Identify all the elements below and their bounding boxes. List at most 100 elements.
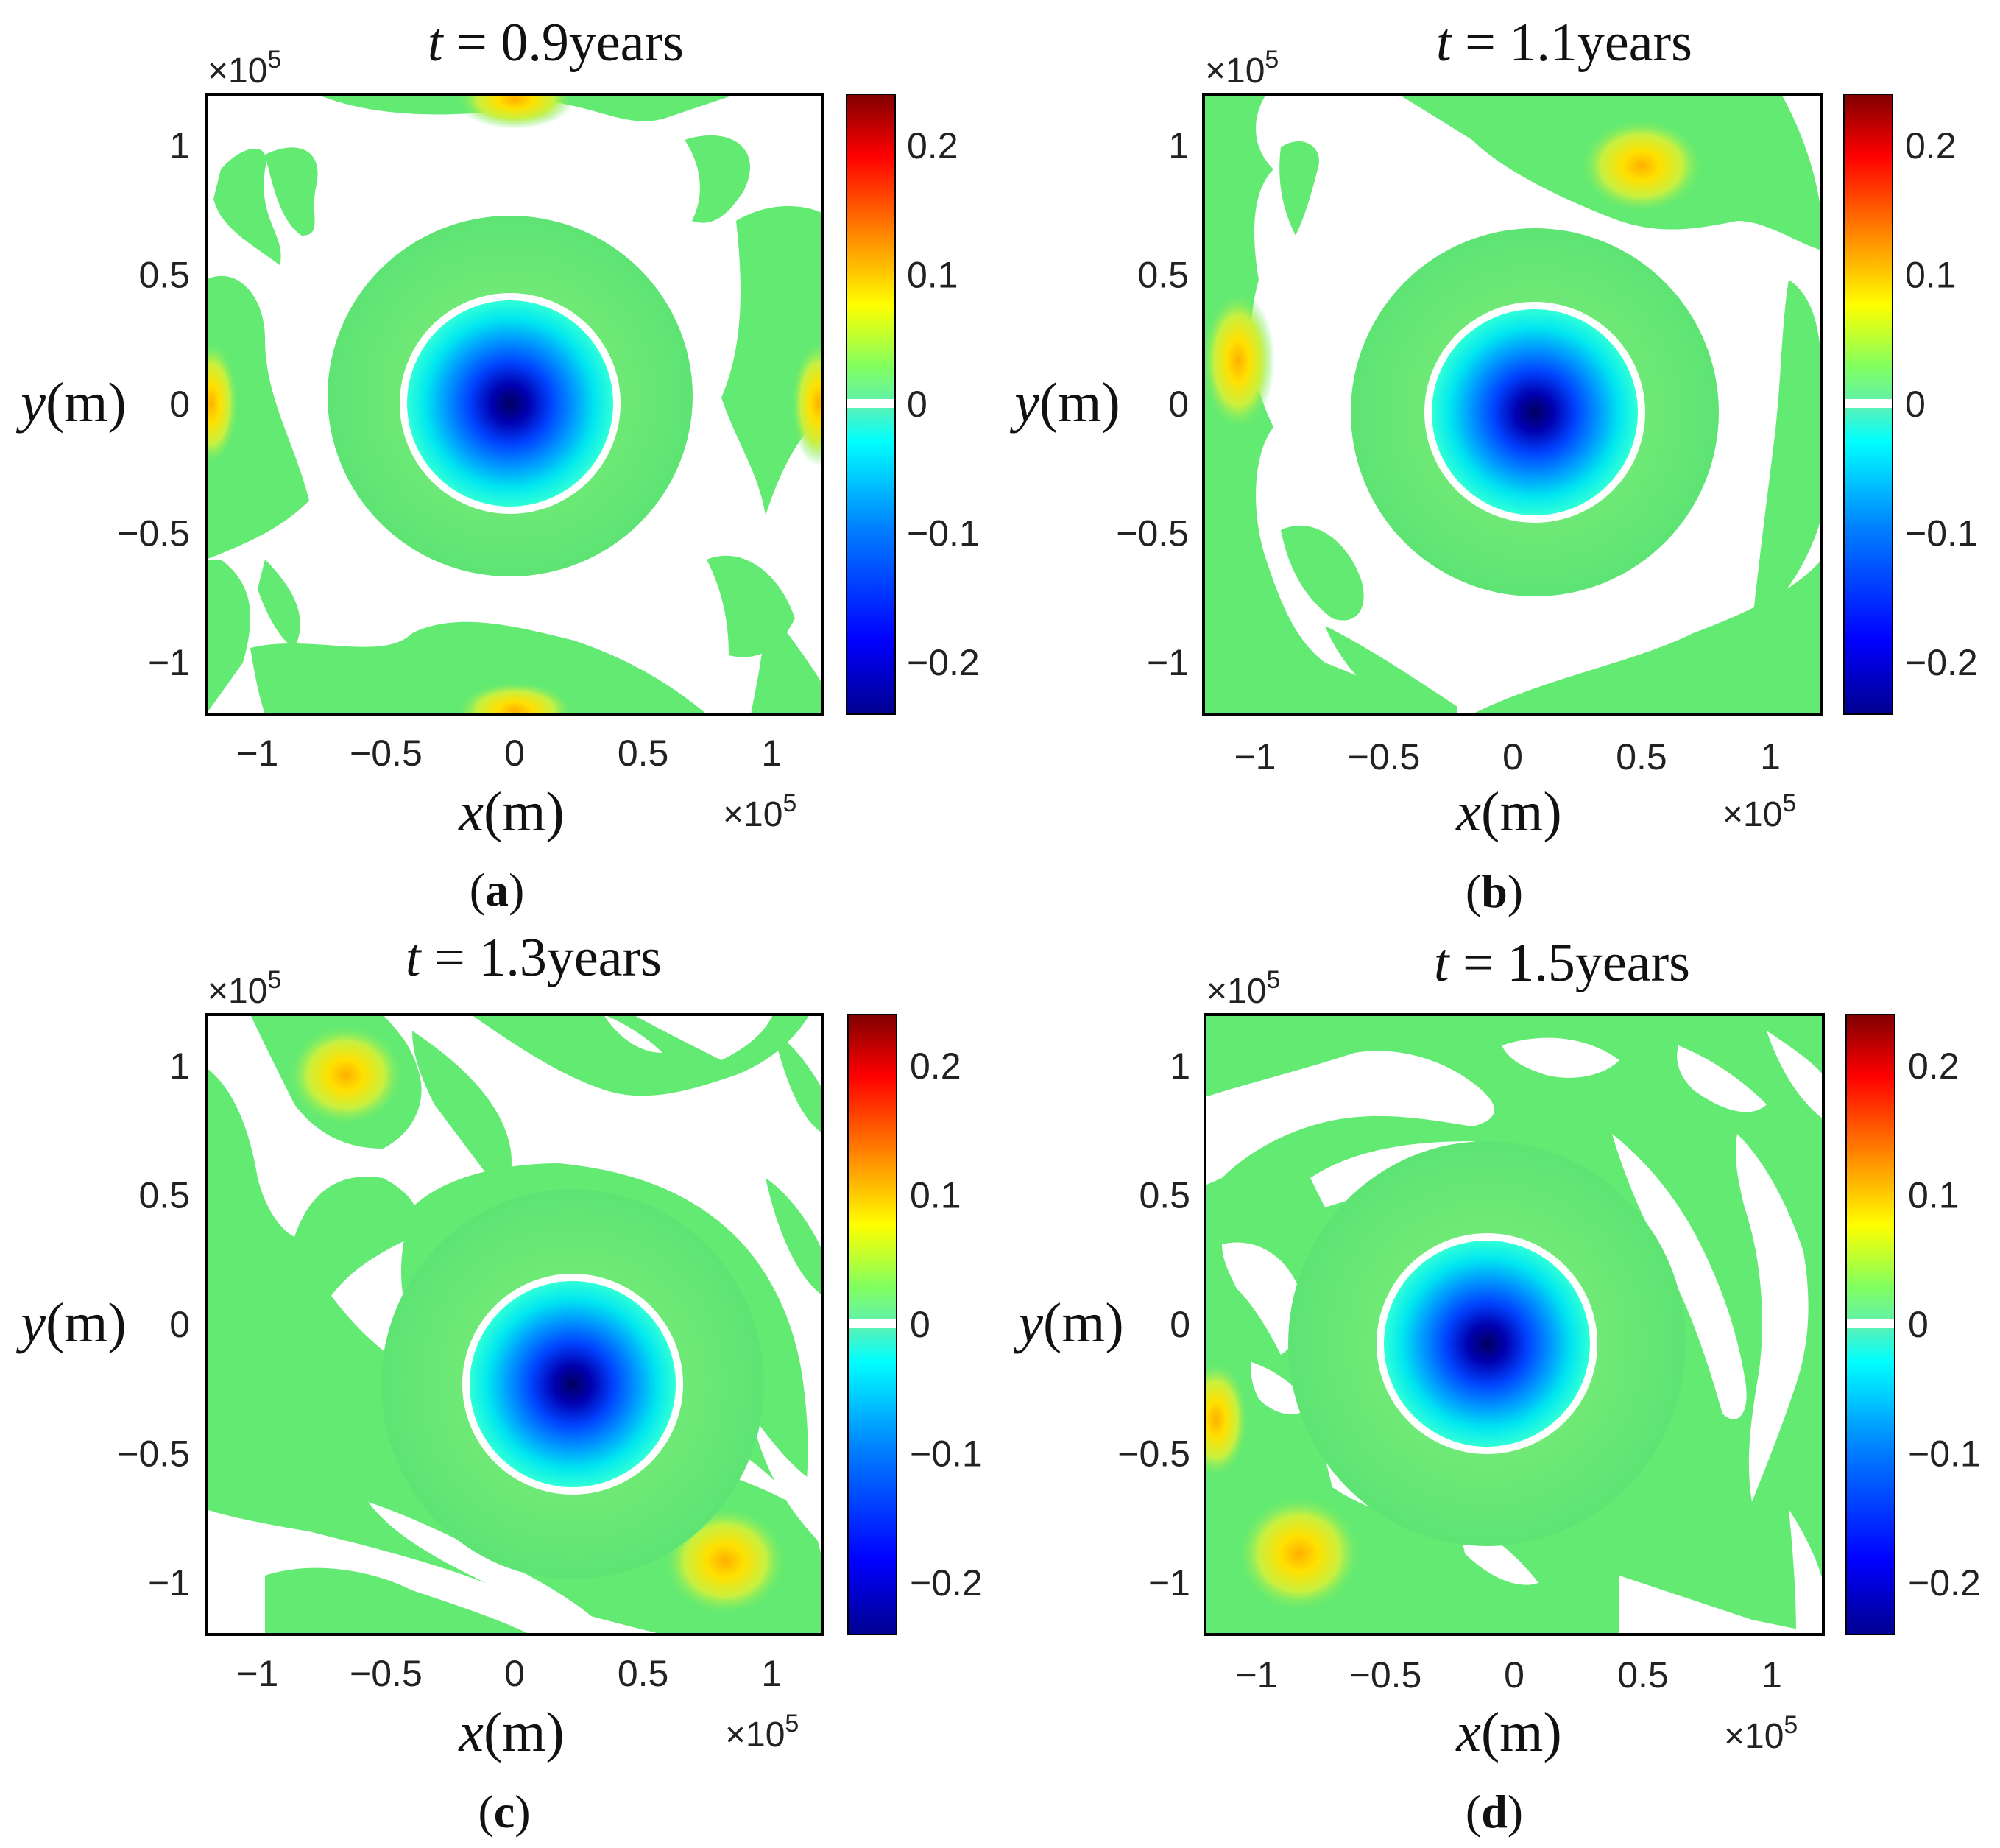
x-tick-label: 1 [1760,736,1781,777]
y-tick-label: −0.5 [117,1433,190,1474]
x-tick-label: 0 [504,733,525,774]
y-tick-label: 0.5 [1137,255,1189,296]
colorbar-zero-band-c [848,1319,897,1328]
x-tick-label: 1 [1762,1654,1782,1696]
x-tick-label: 0.5 [1616,736,1667,777]
anomaly-b-1 [1579,118,1704,214]
anomaly-b-2 [1204,291,1275,431]
anomaly-c-1 [287,1023,405,1126]
y-tick-labels-c: 1 0.5 0 −0.5 −1 [117,1045,190,1604]
caption-d: (d) [1466,1785,1523,1838]
colorbar-tick-label: 0.1 [910,1175,961,1216]
colorbar-tick-label: 0.1 [907,255,958,296]
xlabel-a: x(m) [458,781,564,843]
y-tick-label: −1 [1148,1562,1190,1604]
vortex-d [1384,1241,1590,1447]
y-tick-label: −1 [1147,642,1189,683]
y-tick-label: 0 [1168,384,1189,425]
x-tick-label: −0.5 [1349,1654,1422,1696]
y-tick-label: 0.5 [138,1175,190,1216]
y-tick-label: −0.5 [117,512,190,554]
colorbar-tick-label: 0.2 [1908,1045,1960,1087]
field-b [1204,94,1822,714]
y-tick-labels-d: 1 0.5 0 −0.5 −1 [1117,1045,1190,1604]
y-tick-label: 0.5 [1139,1175,1190,1216]
x-multiplier-b: ×105 [1722,789,1796,834]
y-multiplier-d: ×105 [1206,966,1280,1011]
title-d: t = 1.5years [1434,933,1690,993]
y-multiplier-b: ×105 [1205,46,1279,91]
axes-frame-c [205,1013,824,1636]
x-tick-label: 0 [504,1653,525,1694]
colorbar-tick-label: −0.2 [910,1562,983,1604]
x-tick-label: −0.5 [350,733,423,774]
y-tick-label: 1 [169,1045,190,1087]
colorbar-tick-label: 0.2 [910,1045,961,1087]
x-tick-label: 0.5 [618,1653,669,1694]
colorbar-tick-label: −0.1 [1908,1433,1981,1474]
title-b: t = 1.1years [1436,13,1692,73]
y-tick-label: 1 [1170,1045,1190,1087]
panel-a: −1 −0.5 0 0.5 1 1 0.5 0 −0.5 −1 ×105 ×10… [15,13,979,916]
ylabel-a: y(m) [15,372,126,434]
anomaly-a-left [206,341,239,466]
title-c: t = 1.3years [406,928,662,988]
y-tick-label: −1 [148,642,190,683]
x-multiplier-d: ×105 [1724,1711,1798,1756]
x-tick-labels-b: −1 −0.5 0 0.5 1 [1234,736,1780,777]
x-tick-labels-a: −1 −0.5 0 0.5 1 [236,733,782,774]
xlabel-c: x(m) [458,1701,564,1763]
y-tick-label: 1 [1168,125,1189,166]
vortex-b [1432,309,1638,515]
colorbar-tick-label: 0.1 [1905,255,1957,296]
colorbar-a: 0.2 0.1 0 −0.1 −0.2 [846,94,980,715]
vortex-c [470,1281,676,1487]
x-tick-label: −1 [1234,736,1276,777]
colorbar-tick-label: 0.2 [1905,125,1957,166]
colorbar-tick-label: 0 [1905,384,1926,425]
colorbar-tick-label: −0.2 [1905,642,1978,683]
colorbar-tick-label: −0.1 [907,512,980,554]
x-tick-label: −1 [236,733,278,774]
x-tick-label: 0.5 [618,733,669,774]
colorbar-tick-label: 0.1 [1908,1175,1960,1216]
y-tick-label: 0 [1170,1304,1190,1345]
axes-frame-d [1204,1013,1825,1636]
y-tick-label: 0 [169,1304,190,1345]
ylabel-d: y(m) [1013,1292,1123,1354]
y-tick-label: 0 [169,384,190,425]
x-tick-label: 1 [761,1653,782,1694]
x-tick-label: 0 [1502,736,1523,777]
x-tick-label: 1 [761,733,782,774]
colorbar-tick-label: −0.2 [907,642,980,683]
y-tick-labels-b: 1 0.5 0 −0.5 −1 [1116,125,1189,683]
y-tick-labels-a: 1 0.5 0 −0.5 −1 [117,125,190,683]
colorbar-zero-band-b [1844,399,1893,408]
anomaly-d-1 [1205,1361,1249,1478]
x-tick-label: −0.5 [1348,736,1421,777]
x-tick-label: 0.5 [1617,1654,1669,1696]
ylabel-b: y(m) [1009,372,1120,434]
panel-d: −1 −0.5 0 0.5 1 1 0.5 0 −0.5 −1 ×105 ×10… [1013,933,1980,1838]
colorbar-tick-label: 0 [907,384,927,425]
panel-c: −1 −0.5 0 0.5 1 1 0.5 0 −0.5 −1 ×105 ×10… [15,928,982,1838]
y-tick-label: −1 [148,1562,190,1604]
colorbar-d: 0.2 0.1 0 −0.1 −0.2 [1845,1014,1981,1635]
y-tick-label: −0.5 [1116,512,1189,554]
x-multiplier-a: ×105 [723,789,796,834]
x-multiplier-c: ×105 [725,1710,799,1754]
y-tick-label: 0.5 [138,255,190,296]
colorbar-zero-band-d [1846,1319,1895,1328]
y-multiplier-c: ×105 [208,966,281,1011]
colorbar-tick-label: −0.1 [910,1433,983,1474]
ylabel-c: y(m) [15,1292,126,1354]
colorbar-tick-label: 0 [1908,1304,1929,1345]
x-tick-label: −1 [1235,1654,1277,1696]
xlabel-b: x(m) [1455,781,1561,843]
y-tick-label: 1 [169,125,190,166]
anomaly-d-2 [1237,1495,1362,1612]
colorbar-tick-label: −0.2 [1908,1562,1981,1604]
title-a: t = 0.9years [428,13,684,73]
vortex-a [407,300,613,507]
